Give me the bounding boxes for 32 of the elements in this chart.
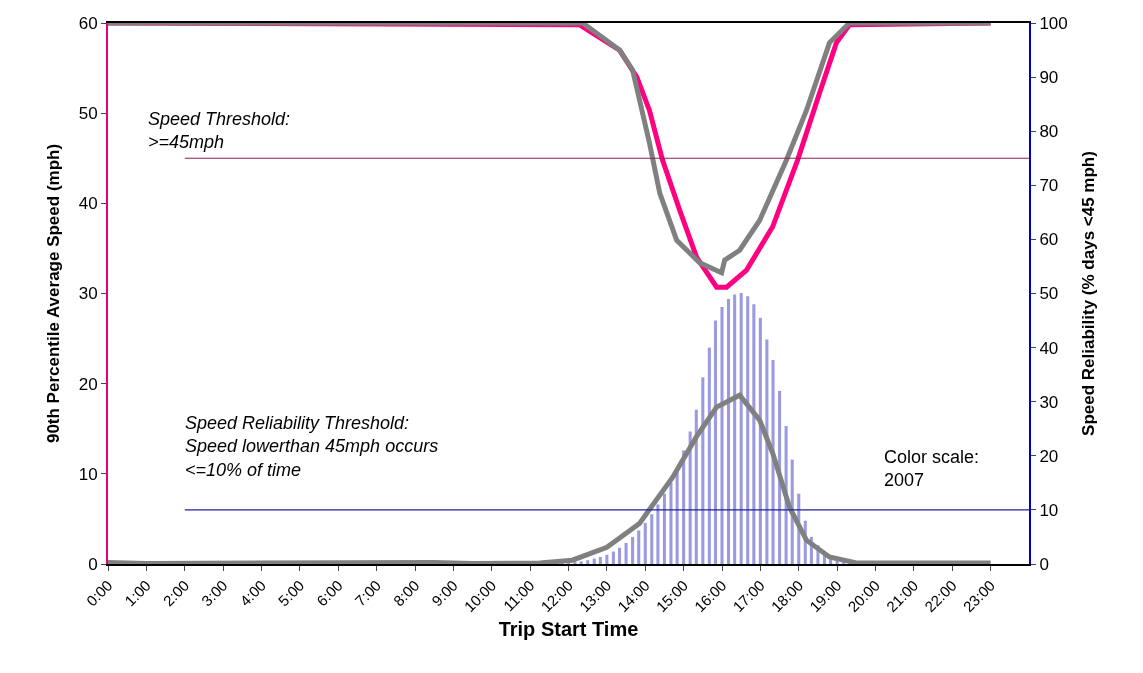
- y2-tick-label: 60: [1039, 230, 1059, 250]
- y2-tick-label: 30: [1039, 392, 1059, 412]
- y2-tick-label: 70: [1039, 176, 1059, 196]
- y-axis-title: 90th Percentile Average Speed (mph): [43, 143, 63, 444]
- y2-tick-label: 90: [1039, 68, 1059, 88]
- y-tick-label: 30: [78, 284, 98, 304]
- x-tick-label: 5:00: [274, 576, 308, 610]
- x-tick-label: 9:00: [428, 576, 461, 610]
- y2-tick-label: 40: [1039, 338, 1059, 358]
- x-tick-label: 4:00: [236, 576, 269, 610]
- x-tick-label: 7:00: [351, 576, 385, 610]
- y-tick-label: 40: [78, 194, 98, 214]
- ref-line-label: Speed Reliability Threshold: Speed lowerthan 45mph occurs <=10% of time: [185, 413, 439, 480]
- y2-tick-label: 50: [1039, 284, 1059, 304]
- annotation: Color scale: 2007: [884, 447, 980, 491]
- y2-axis-title: Speed Reliability (% days <45 mph): [1078, 151, 1098, 436]
- y2-tick-label: 0: [1039, 554, 1049, 574]
- x-tick-label: 6:00: [313, 576, 346, 610]
- y-tick-label: 10: [78, 464, 98, 484]
- x-tick-label: 3:00: [197, 576, 231, 610]
- y-tick-label: 0: [88, 554, 98, 574]
- y-tick-label: 20: [78, 374, 98, 394]
- x-tick-label: 8:00: [389, 576, 423, 610]
- y-tick-label: 50: [78, 104, 98, 124]
- y2-tick-label: 100: [1039, 13, 1068, 33]
- ref-line-label: Speed Threshold: >=45mph: [148, 109, 291, 153]
- y2-tick-label: 80: [1039, 122, 1059, 142]
- x-axis-title: Trip Start Time: [498, 618, 639, 641]
- y2-tick-label: 20: [1039, 446, 1059, 466]
- x-tick-label: 0:00: [82, 576, 116, 610]
- y2-tick-label: 10: [1039, 500, 1059, 520]
- y-tick-label: 60: [78, 13, 98, 33]
